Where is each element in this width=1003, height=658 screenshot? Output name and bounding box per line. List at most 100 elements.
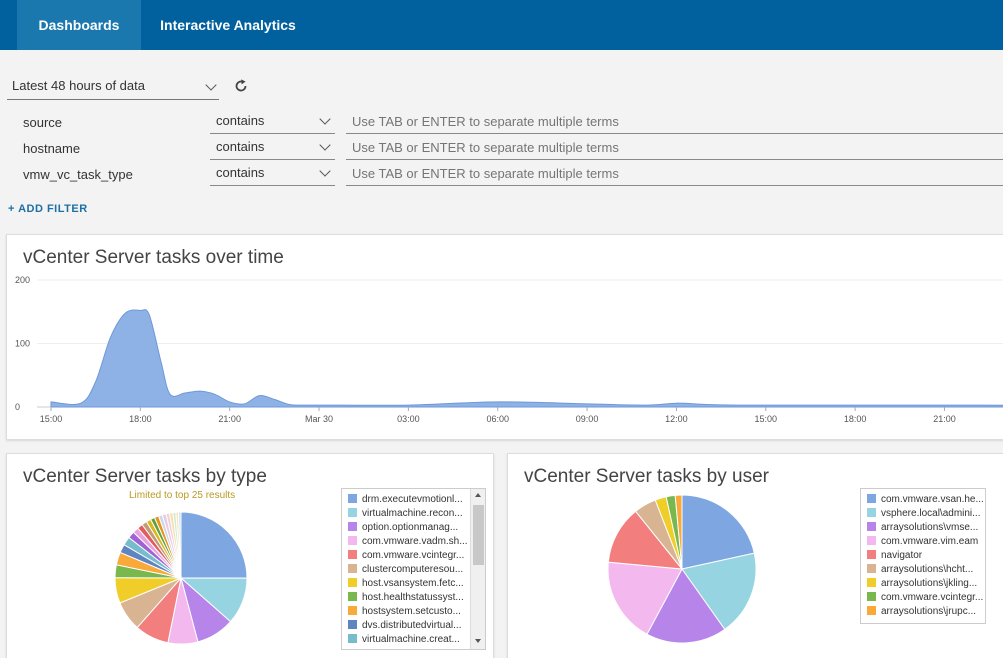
legend-swatch [867, 508, 876, 517]
chart-card-tasks-by-user: vCenter Server tasks by user com.vmware.… [507, 453, 1003, 658]
legend-swatch [348, 620, 357, 629]
legend-item[interactable]: host.vsansystem.fetc... [342, 577, 485, 591]
legend-item[interactable]: com.vmware.vcintegr... [342, 549, 485, 563]
scroll-up-icon[interactable] [475, 493, 481, 497]
filter-value-input[interactable] [346, 110, 1003, 134]
time-range-value: Latest 48 hours of data [12, 78, 145, 93]
legend-item[interactable]: dvs.distributedvirtual... [342, 619, 485, 633]
legend-swatch [348, 494, 357, 503]
legend-label: clustercomputeresou... [362, 564, 464, 575]
legend-swatch [867, 578, 876, 587]
tab-interactive-analytics[interactable]: Interactive Analytics [160, 17, 296, 33]
legend-item[interactable]: drm.executevmotionl... [342, 493, 485, 507]
add-filter-button[interactable]: + ADD FILTER [8, 203, 88, 215]
time-range-select[interactable]: Latest 48 hours of data [7, 74, 219, 100]
legend-item[interactable]: vsphere.local\admini... [861, 507, 985, 521]
legend-item[interactable]: arraysolutions\hcht... [861, 563, 985, 577]
legend-item[interactable]: virtualmachine.recon... [342, 507, 485, 521]
pie-slice[interactable] [607, 561, 683, 635]
legend-swatch [348, 508, 357, 517]
legend-label: com.vmware.vim.eam [881, 536, 979, 547]
legend-item[interactable]: host.healthstatussyst... [342, 591, 485, 605]
legend-label: arraysolutions\hcht... [881, 564, 974, 575]
pie-slice[interactable] [646, 568, 726, 644]
chart-title: vCenter Server tasks by type [23, 466, 267, 487]
filter-field-label: vmw_vc_task_type [23, 167, 133, 182]
area-series[interactable] [50, 309, 1003, 408]
legend: com.vmware.vsan.he... vsphere.local\admin… [860, 488, 986, 624]
legend-swatch [348, 564, 357, 573]
legend-label: host.vsansystem.fetc... [362, 578, 464, 589]
legend-item[interactable]: com.vmware.vsan.he... [861, 493, 985, 507]
legend-swatch [348, 550, 357, 559]
x-tick-label: Mar 30 [305, 414, 333, 424]
legend-item[interactable]: com.vmware.vadm.sh... [342, 535, 485, 549]
legend-swatch [867, 550, 876, 559]
legend-item[interactable]: hostsystem.setcusto... [342, 605, 485, 619]
legend-label: host.healthstatussyst... [362, 592, 464, 603]
chart-card-tasks-by-type: vCenter Server tasks by type Limited to … [6, 453, 494, 658]
legend-item[interactable]: com.vmware.vim.eam [861, 535, 985, 549]
refresh-icon[interactable] [233, 78, 249, 94]
x-tick-label: 18:00 [844, 414, 867, 424]
legend-item[interactable]: arraysolutions\jrupc... [861, 605, 985, 619]
pie-chart [607, 494, 757, 644]
x-tick-label: 15:00 [40, 414, 63, 424]
legend-swatch [348, 522, 357, 531]
x-tick-label: 15:00 [755, 414, 778, 424]
chevron-down-icon [319, 165, 331, 177]
x-tick-label: 09:00 [576, 414, 599, 424]
filter-operator-select[interactable]: contains [210, 110, 335, 134]
x-tick-label: 12:00 [665, 414, 688, 424]
legend-item[interactable]: arraysolutions\jkling... [861, 577, 985, 591]
filter-operator-value: contains [216, 165, 265, 180]
legend-label: virtualmachine.creat... [362, 634, 460, 645]
legend-scrollbar[interactable] [470, 489, 485, 649]
legend-label: virtualmachine.recon... [362, 508, 463, 519]
pie-slice[interactable] [177, 511, 182, 579]
pie-slice[interactable] [681, 552, 757, 631]
top-nav: Dashboards Interactive Analytics [0, 0, 1003, 50]
pie-slice[interactable] [180, 511, 248, 579]
legend-label: arraysolutions\vmse... [881, 522, 979, 533]
pie-slice[interactable] [681, 494, 755, 570]
legend-swatch [348, 578, 357, 587]
legend-item[interactable]: clustercomputeresou... [342, 563, 485, 577]
legend-swatch [867, 494, 876, 503]
legend: drm.executevmotionl... virtualmachine.rec… [341, 488, 486, 650]
legend-label: arraysolutions\jkling... [881, 578, 978, 589]
pie-slice[interactable] [674, 494, 683, 570]
filter-operator-value: contains [216, 139, 265, 154]
legend-swatch [348, 536, 357, 545]
scroll-down-icon[interactable] [475, 639, 481, 643]
legend-item[interactable]: arraysolutions\vmse... [861, 521, 985, 535]
chevron-down-icon [205, 79, 217, 91]
filter-operator-select[interactable]: contains [210, 136, 335, 160]
tab-dashboards[interactable]: Dashboards [17, 0, 141, 50]
filter-value-input[interactable] [346, 136, 1003, 160]
legend-label: dvs.distributedvirtual... [362, 620, 462, 631]
legend-label: drm.executevmotionl... [362, 494, 463, 505]
legend-item[interactable]: navigator [861, 549, 985, 563]
filter-operator-select[interactable]: contains [210, 162, 335, 186]
legend-label: com.vmware.vcintegr... [881, 592, 984, 603]
legend-label: arraysolutions\jrupc... [881, 606, 977, 617]
legend-label: com.vmware.vsan.he... [881, 494, 984, 505]
legend-item[interactable]: com.vmware.vcintegr... [861, 591, 985, 605]
filter-value-input[interactable] [346, 162, 1003, 186]
legend-swatch [867, 522, 876, 531]
scroll-thumb[interactable] [473, 505, 484, 565]
legend-swatch [867, 536, 876, 545]
legend-swatch [348, 592, 357, 601]
x-tick-label: 21:00 [218, 414, 241, 424]
legend-item[interactable]: virtualmachine.creat... [342, 633, 485, 647]
x-tick-label: 21:00 [933, 414, 956, 424]
filter-field-label: hostname [23, 141, 81, 156]
legend-swatch [867, 592, 876, 601]
pie-slice[interactable] [607, 510, 684, 570]
y-tick-label: 0 [15, 402, 20, 412]
legend-item[interactable]: option.optionmanag... [342, 521, 485, 535]
legend-swatch [867, 606, 876, 615]
chevron-down-icon [319, 113, 331, 125]
legend-swatch [348, 634, 357, 643]
